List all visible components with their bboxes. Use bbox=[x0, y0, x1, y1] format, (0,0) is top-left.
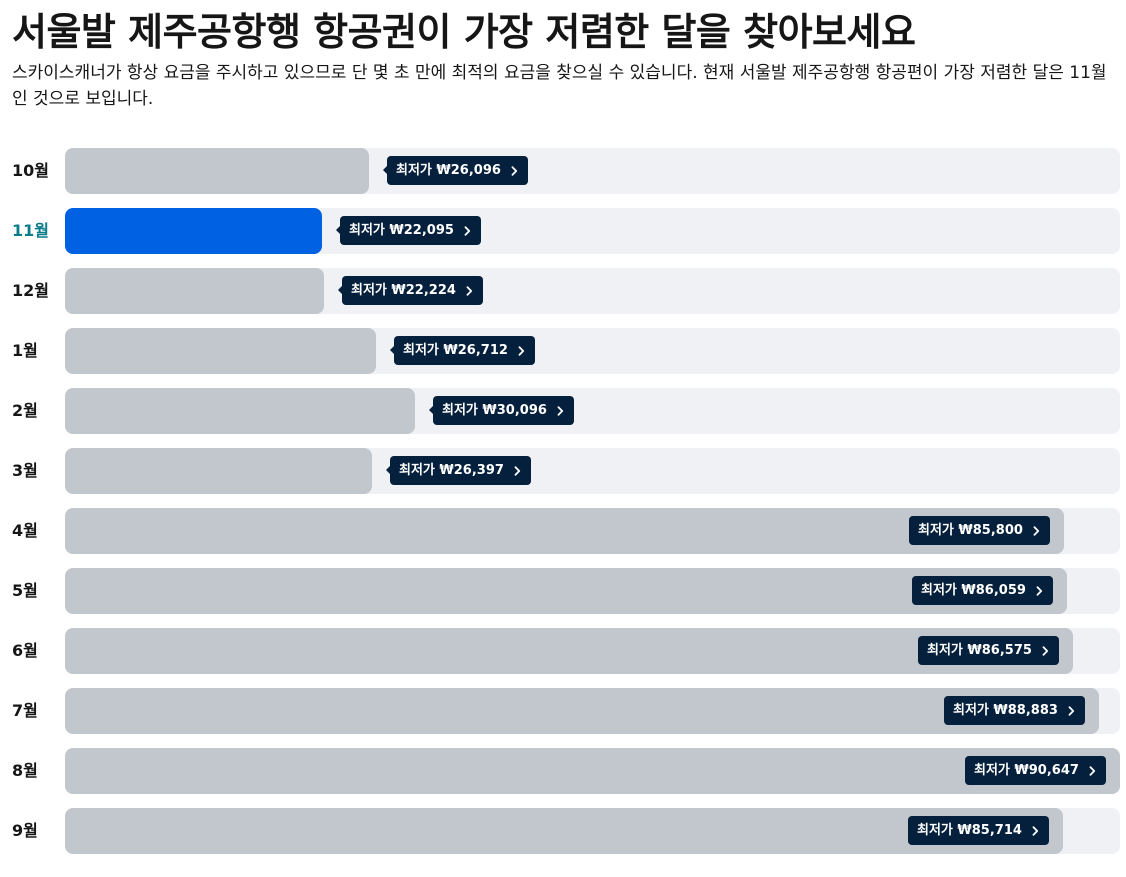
month-label: 1월 bbox=[12, 341, 38, 360]
month-label: 8월 bbox=[12, 761, 38, 780]
chart-row: 1월 최저가 ₩26,712 bbox=[0, 328, 1126, 374]
price-label: 최저가 ₩85,800 bbox=[918, 523, 1023, 538]
chevron-right-icon bbox=[1033, 525, 1040, 536]
chart-row: 9월 최저가 ₩85,714 bbox=[0, 808, 1126, 854]
page-subtitle: 스카이스캐너가 항상 요금을 주시하고 있으므로 단 몇 초 만에 최적의 요금… bbox=[12, 63, 1107, 109]
chevron-right-icon bbox=[557, 405, 564, 416]
chart-row: 7월 최저가 ₩88,883 bbox=[0, 688, 1126, 734]
price-bar[interactable] bbox=[65, 268, 324, 314]
chart-row: 10월 최저가 ₩26,096 bbox=[0, 148, 1126, 194]
month-label: 12월 bbox=[12, 281, 49, 300]
price-label: 최저가 ₩26,397 bbox=[399, 463, 504, 478]
month-label: 6월 bbox=[12, 641, 38, 660]
price-bar[interactable] bbox=[65, 148, 369, 194]
tag-pointer bbox=[336, 226, 340, 234]
bar-track[interactable]: 최저가 ₩30,096 bbox=[65, 388, 1120, 434]
price-tag-button[interactable]: 최저가 ₩22,095 bbox=[336, 216, 481, 245]
price-bar[interactable] bbox=[65, 448, 372, 494]
price-tag-button[interactable]: 최저가 ₩86,059 bbox=[912, 576, 1053, 605]
chart-row: 4월 최저가 ₩85,800 bbox=[0, 508, 1126, 554]
bar-track[interactable]: 최저가 ₩88,883 bbox=[65, 688, 1120, 734]
price-label: 최저가 ₩86,059 bbox=[921, 583, 1026, 598]
page-title: 서울발 제주공항행 항공권이 가장 저렴한 달을 찾아보세요 bbox=[12, 10, 916, 54]
bar-track[interactable]: 최저가 ₩86,575 bbox=[65, 628, 1120, 674]
chevron-right-icon bbox=[466, 285, 473, 296]
month-label: 2월 bbox=[12, 401, 38, 420]
bar-track[interactable]: 최저가 ₩26,397 bbox=[65, 448, 1120, 494]
month-label: 9월 bbox=[12, 821, 38, 840]
price-label: 최저가 ₩26,712 bbox=[403, 343, 508, 358]
bar-track[interactable]: 최저가 ₩22,095 bbox=[65, 208, 1120, 254]
chevron-right-icon bbox=[1036, 585, 1043, 596]
price-bar[interactable] bbox=[65, 508, 1064, 554]
chart-row: 8월 최저가 ₩90,647 bbox=[0, 748, 1126, 794]
chevron-right-icon bbox=[1032, 825, 1039, 836]
price-tag-button[interactable]: 최저가 ₩26,397 bbox=[386, 456, 531, 485]
price-label: 최저가 ₩26,096 bbox=[396, 163, 501, 178]
price-bar[interactable] bbox=[65, 208, 322, 254]
price-label: 최저가 ₩86,575 bbox=[927, 643, 1032, 658]
chevron-right-icon bbox=[464, 225, 471, 236]
price-bar[interactable] bbox=[65, 628, 1073, 674]
chevron-right-icon bbox=[514, 465, 521, 476]
chevron-right-icon bbox=[1089, 765, 1096, 776]
bar-track[interactable]: 최저가 ₩85,714 bbox=[65, 808, 1120, 854]
chart-row: 12월 최저가 ₩22,224 bbox=[0, 268, 1126, 314]
chevron-right-icon bbox=[511, 165, 518, 176]
price-label: 최저가 ₩22,224 bbox=[351, 283, 456, 298]
chart-row: 6월 최저가 ₩86,575 bbox=[0, 628, 1126, 674]
price-bar[interactable] bbox=[65, 688, 1099, 734]
month-label: 10월 bbox=[12, 161, 49, 180]
price-label: 최저가 ₩22,095 bbox=[349, 223, 454, 238]
bar-track[interactable]: 최저가 ₩26,712 bbox=[65, 328, 1120, 374]
price-label: 최저가 ₩88,883 bbox=[953, 703, 1058, 718]
bar-track[interactable]: 최저가 ₩90,647 bbox=[65, 748, 1120, 794]
month-label: 11월 bbox=[12, 221, 49, 240]
chart-row: 3월 최저가 ₩26,397 bbox=[0, 448, 1126, 494]
tag-pointer bbox=[390, 346, 394, 354]
price-tag-button[interactable]: 최저가 ₩26,096 bbox=[383, 156, 528, 185]
month-label: 5월 bbox=[12, 581, 38, 600]
price-tag-button[interactable]: 최저가 ₩22,224 bbox=[338, 276, 483, 305]
price-bar[interactable] bbox=[65, 388, 415, 434]
month-label: 7월 bbox=[12, 701, 38, 720]
chevron-right-icon bbox=[518, 345, 525, 356]
price-bar[interactable] bbox=[65, 748, 1120, 794]
tag-pointer bbox=[383, 166, 387, 174]
bar-track[interactable]: 최저가 ₩26,096 bbox=[65, 148, 1120, 194]
price-tag-button[interactable]: 최저가 ₩90,647 bbox=[965, 756, 1106, 785]
price-tag-button[interactable]: 최저가 ₩86,575 bbox=[918, 636, 1059, 665]
bar-track[interactable]: 최저가 ₩22,224 bbox=[65, 268, 1120, 314]
price-tag-button[interactable]: 최저가 ₩30,096 bbox=[429, 396, 574, 425]
price-bar[interactable] bbox=[65, 808, 1063, 854]
price-label: 최저가 ₩85,714 bbox=[917, 823, 1022, 838]
chart-row: 2월 최저가 ₩30,096 bbox=[0, 388, 1126, 434]
tag-pointer bbox=[386, 466, 390, 474]
month-label: 3월 bbox=[12, 461, 38, 480]
tag-pointer bbox=[429, 406, 433, 414]
bar-track[interactable]: 최저가 ₩85,800 bbox=[65, 508, 1120, 554]
month-label: 4월 bbox=[12, 521, 38, 540]
price-label: 최저가 ₩90,647 bbox=[974, 763, 1079, 778]
chart-row: 5월 최저가 ₩86,059 bbox=[0, 568, 1126, 614]
price-bar[interactable] bbox=[65, 328, 376, 374]
price-tag-button[interactable]: 최저가 ₩85,800 bbox=[909, 516, 1050, 545]
chevron-right-icon bbox=[1068, 705, 1075, 716]
chart-row: 11월 최저가 ₩22,095 bbox=[0, 208, 1126, 254]
price-tag-button[interactable]: 최저가 ₩88,883 bbox=[944, 696, 1085, 725]
price-tag-button[interactable]: 최저가 ₩85,714 bbox=[908, 816, 1049, 845]
tag-pointer bbox=[338, 286, 342, 294]
price-label: 최저가 ₩30,096 bbox=[442, 403, 547, 418]
price-bar[interactable] bbox=[65, 568, 1067, 614]
price-tag-button[interactable]: 최저가 ₩26,712 bbox=[390, 336, 535, 365]
chevron-right-icon bbox=[1042, 645, 1049, 656]
bar-track[interactable]: 최저가 ₩86,059 bbox=[65, 568, 1120, 614]
